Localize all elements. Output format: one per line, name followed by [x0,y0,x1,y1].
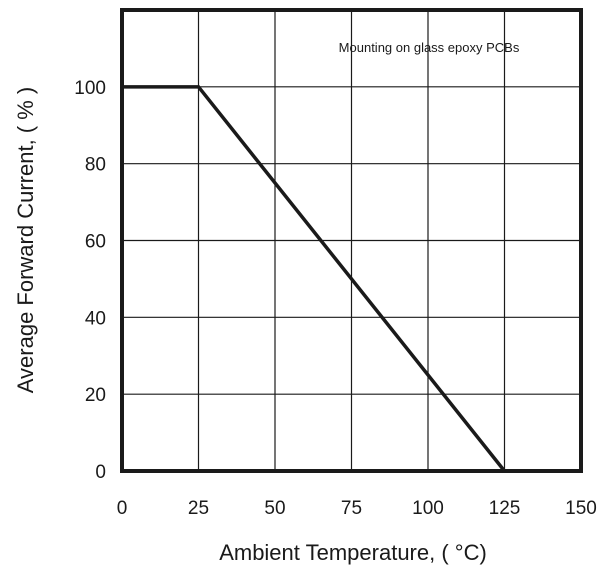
x-tick-label: 0 [117,498,128,519]
grid-lines [122,10,581,471]
x-tick-label: 25 [188,498,209,519]
x-tick-label: 100 [412,498,444,519]
y-tick-label: 20 [85,385,106,406]
x-tick-label: 150 [565,498,597,519]
x-tick-labels: 0 25 50 75 100 125 150 [117,498,597,519]
chart-annotation: Mounting on glass epoxy PCBs [339,40,520,55]
y-tick-label: 100 [74,78,106,99]
y-axis-label: Average Forward Current, ( % ) [13,87,38,393]
y-tick-label: 60 [85,232,106,253]
y-tick-label: 80 [85,155,106,176]
plot-frame [120,8,583,473]
x-tick-label: 125 [489,498,521,519]
y-tick-label: 40 [85,308,106,329]
x-tick-label: 75 [341,498,362,519]
y-tick-label: 0 [95,462,106,483]
x-tick-label: 50 [264,498,285,519]
y-tick-labels: 0 20 40 60 80 100 [74,78,106,483]
x-axis-label: Ambient Temperature, ( °C) [219,540,487,565]
series-line [122,85,506,473]
